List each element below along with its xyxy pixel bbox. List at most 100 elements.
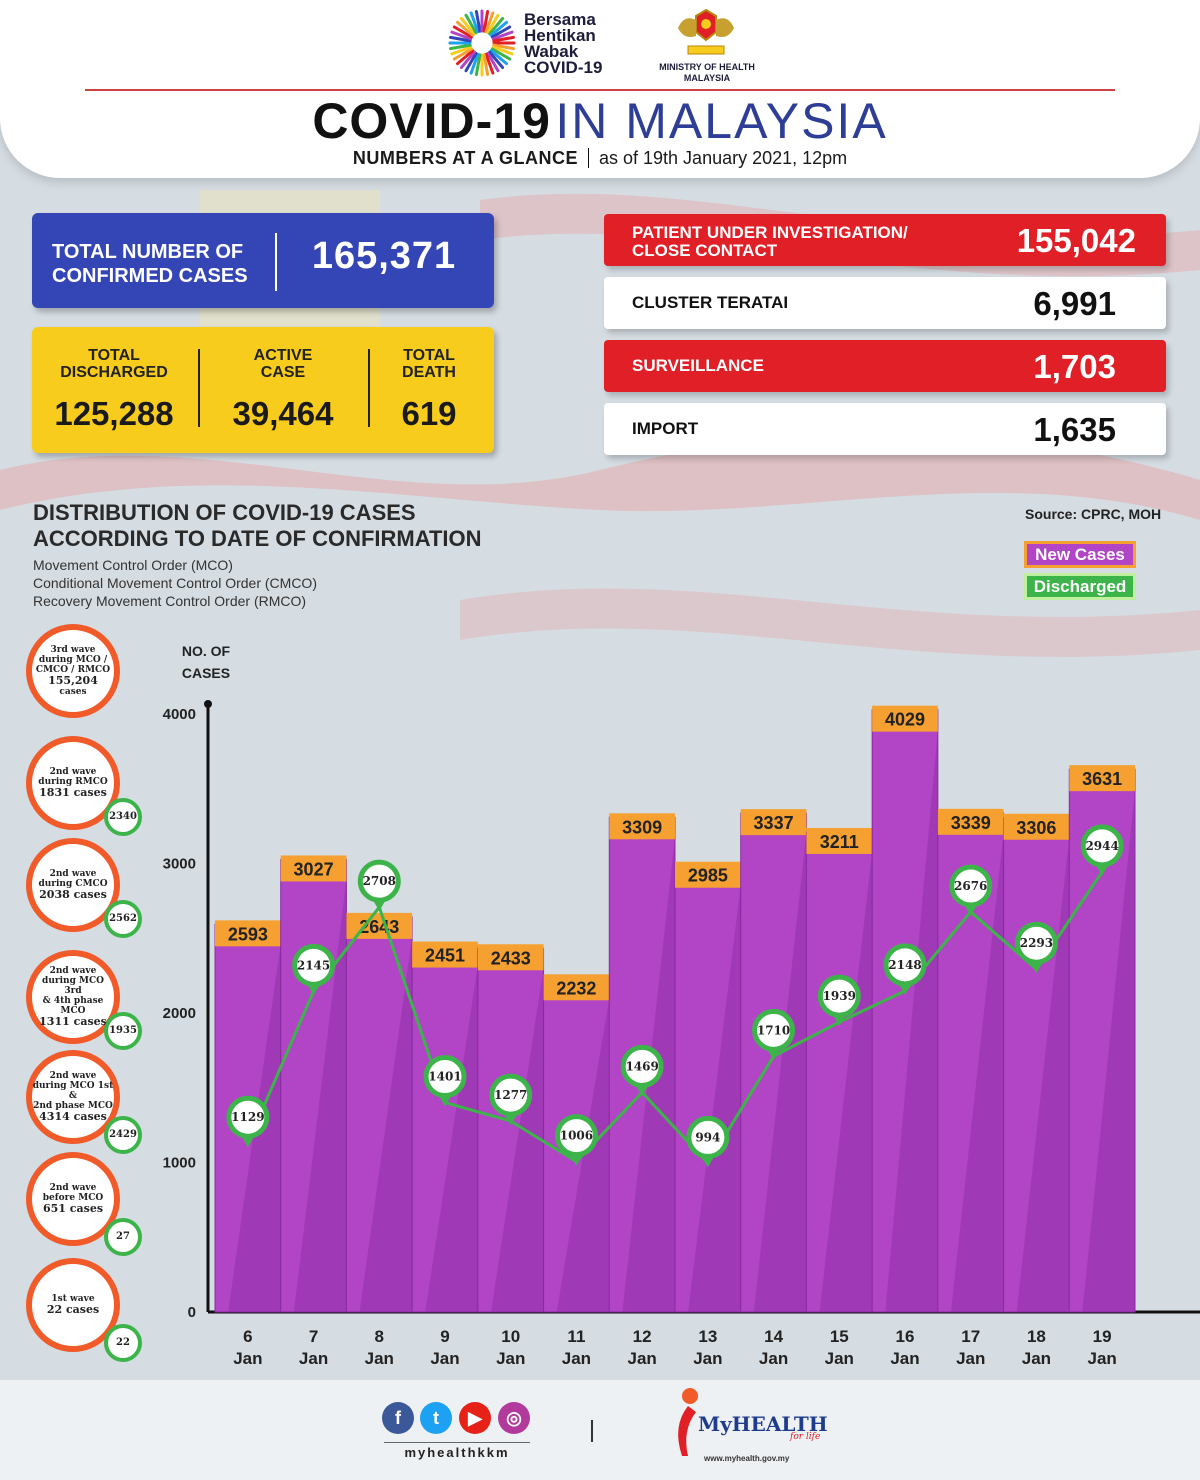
facebook-icon[interactable]: f — [382, 1402, 414, 1434]
pui-stat-box: PATIENT UNDER INVESTIGATION/CLOSE CONTAC… — [604, 214, 1166, 266]
discharged-value-label: 1006 — [560, 1129, 593, 1143]
discharged-value-label: 1939 — [823, 989, 856, 1003]
bar-value-label: 2451 — [425, 946, 465, 966]
x-tick-day: 15 — [830, 1327, 849, 1346]
myhealth-brand: MyHEALTH — [698, 1412, 828, 1436]
bar-value-label: 2232 — [556, 978, 596, 998]
bar-value-label: 3309 — [622, 817, 662, 837]
legend-discharged: Discharged — [1024, 573, 1136, 600]
bar-shade — [491, 968, 544, 1312]
x-tick-day: 13 — [698, 1327, 717, 1346]
y-axis-label-line1: NO. OF — [182, 643, 231, 659]
x-tick-day: 12 — [633, 1327, 652, 1346]
malaysia-crest-icon — [678, 8, 734, 55]
campaign-logo-text: Bersama Hentikan Wabak COVID-19 — [524, 10, 603, 77]
x-tick-month: Jan — [627, 1349, 656, 1368]
discharged-marker — [357, 859, 401, 903]
y-axis-end — [204, 700, 212, 708]
wave-circle: 2nd wave during RMCO 1831 cases — [26, 736, 120, 830]
bar-label-bg — [740, 809, 807, 836]
bar-label-bg — [1069, 765, 1135, 792]
wave-discharged-badge: 22 — [104, 1324, 142, 1362]
discharged-value-label: 2676 — [954, 879, 987, 893]
header-divider — [85, 89, 1115, 91]
discharged-marker — [883, 943, 927, 987]
instagram-icon[interactable]: ◎ — [498, 1402, 530, 1434]
x-tick-month: Jan — [299, 1349, 328, 1368]
death-stat: TOTAL DEATH 619 — [401, 347, 457, 432]
wave-discharged-badge: 27 — [104, 1218, 142, 1256]
confirmed-label: TOTAL NUMBER OF CONFIRMED CASES — [52, 241, 248, 287]
x-tick-day: 16 — [896, 1327, 915, 1346]
discharged-value-label: 2944 — [1085, 839, 1118, 853]
discharged-marker — [226, 1095, 270, 1139]
bar-shade — [1082, 789, 1135, 1312]
bar-value-label: 3211 — [820, 832, 859, 852]
footer-divider — [591, 1420, 593, 1442]
confirmed-cases-box: TOTAL NUMBER OF CONFIRMED CASES 165,371 — [32, 213, 494, 308]
social-handle: myhealthkkm — [384, 1442, 530, 1460]
x-tick-month: Jan — [233, 1349, 262, 1368]
bar-label-bg — [1003, 813, 1070, 840]
confirmed-value: 165,371 — [311, 235, 457, 277]
discharged-marker — [489, 1073, 533, 1117]
cluster-stat-box: CLUSTER TERATAI 6,991 — [604, 277, 1166, 329]
y-tick-label: 2000 — [163, 1005, 196, 1022]
bar-value-label: 3027 — [294, 859, 334, 879]
x-tick-day: 8 — [375, 1327, 384, 1346]
summary-box: TOTAL DISCHARGED 125,288 ACTIVE CASE 39,46… — [32, 327, 494, 453]
bar-label-bg — [609, 813, 675, 840]
bar-shade — [425, 965, 478, 1312]
youtube-icon[interactable]: ▶ — [459, 1402, 491, 1434]
discharged-marker — [1014, 921, 1058, 965]
bar-value-label: 3306 — [1016, 818, 1056, 838]
discharged-value-label: 2708 — [363, 874, 396, 888]
title-light: IN MALAYSIA — [555, 93, 888, 149]
discharged-value-label: 2148 — [888, 958, 921, 972]
x-tick-month: Jan — [825, 1349, 854, 1368]
discharged-marker — [817, 974, 861, 1018]
bar-shade — [293, 879, 347, 1312]
x-tick-day: 9 — [440, 1327, 449, 1346]
y-tick-label: 1000 — [163, 1155, 196, 1172]
discharged-value-label: 1401 — [428, 1070, 461, 1084]
active-stat: ACTIVE CASE 39,464 — [232, 347, 334, 432]
discharged-marker — [1080, 824, 1124, 868]
chart-order-legend: Movement Control Order (MCO) Conditional… — [33, 557, 317, 609]
bar-shade — [951, 832, 1004, 1312]
bar-value-label: 4029 — [885, 710, 925, 730]
bar-shade — [819, 851, 873, 1312]
import-stat-box: IMPORT 1,635 — [604, 403, 1166, 455]
page-subtitle: NUMBERS AT A GLANCE as of 19th January 20… — [0, 148, 1200, 169]
x-tick-month: Jan — [365, 1349, 394, 1368]
discharged-marker — [554, 1114, 598, 1158]
bar-label-bg — [675, 861, 741, 888]
chart-title: DISTRIBUTION OF COVID-19 CASES ACCORDING… — [33, 500, 482, 551]
legend-new-cases: New Cases — [1024, 541, 1136, 568]
wave-discharged-badge: 2562 — [104, 900, 142, 938]
x-tick-day: 14 — [764, 1327, 783, 1346]
y-tick-label: 0 — [188, 1304, 196, 1321]
ministry-label: MINISTRY OF HEALTH MALAYSIA — [659, 62, 755, 83]
bar-label-bg — [806, 827, 873, 854]
discharged-value-label: 994 — [695, 1130, 720, 1144]
page-title: COVID-19 IN MALAYSIA — [0, 92, 1200, 150]
discharged-value-label: 2145 — [297, 958, 330, 972]
discharged-value-label: 2293 — [1020, 936, 1053, 950]
x-tick-month: Jan — [759, 1349, 788, 1368]
discharged-marker — [949, 864, 993, 908]
bar-shade — [885, 729, 938, 1312]
wave-discharged-badge: 2429 — [104, 1116, 142, 1154]
bar-label-bg — [280, 855, 347, 882]
title-bold: COVID-19 — [312, 93, 551, 149]
source-label: Source: CPRC, MOH — [1025, 506, 1162, 522]
myhealth-figure-icon — [678, 1388, 698, 1456]
surveillance-stat-box: SURVEILLANCE 1,703 — [604, 340, 1166, 392]
x-tick-day: 6 — [243, 1327, 252, 1346]
twitter-icon[interactable]: t — [420, 1402, 452, 1434]
discharged-value-label: 1129 — [231, 1110, 264, 1124]
bar-value-label: 2593 — [228, 924, 268, 944]
discharged-marker — [423, 1055, 467, 1099]
discharged-value-label: 1469 — [625, 1059, 658, 1073]
discharged-line — [246, 871, 1104, 1166]
